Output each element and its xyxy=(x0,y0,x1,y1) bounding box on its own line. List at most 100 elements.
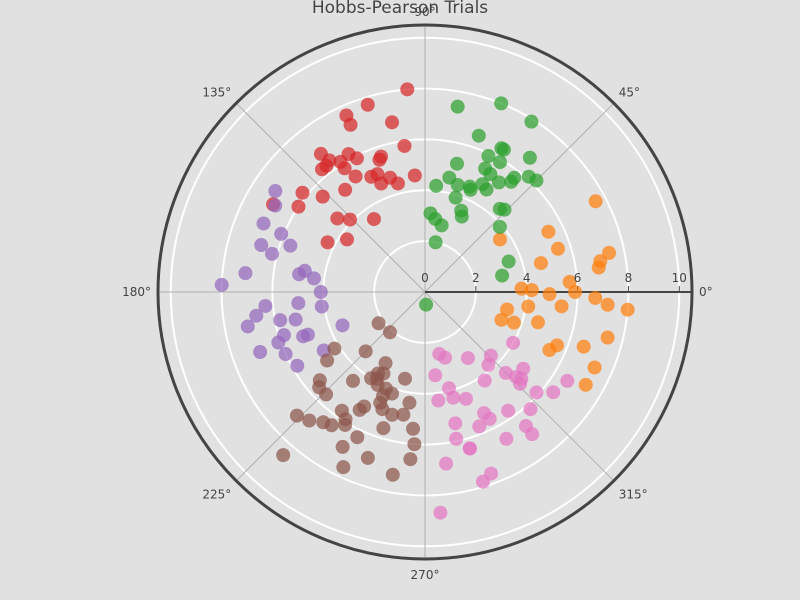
data-point xyxy=(313,146,328,161)
data-point xyxy=(291,199,306,214)
data-point xyxy=(385,467,400,482)
angular-grid-line xyxy=(235,102,426,293)
data-point xyxy=(376,366,391,381)
radial-tick-label: 10 xyxy=(672,271,687,285)
data-point xyxy=(497,202,512,217)
data-point xyxy=(471,128,486,143)
data-point xyxy=(542,287,557,302)
data-point xyxy=(463,182,478,197)
data-point xyxy=(433,505,448,520)
data-point xyxy=(448,190,463,205)
data-point xyxy=(588,194,603,209)
data-point xyxy=(320,235,335,250)
data-point xyxy=(375,402,390,417)
data-point xyxy=(338,412,353,427)
data-point xyxy=(249,308,264,323)
data-point xyxy=(315,189,330,204)
data-point xyxy=(366,212,381,227)
data-point xyxy=(483,167,498,182)
data-point xyxy=(454,203,469,218)
data-point xyxy=(406,421,421,436)
data-point xyxy=(431,393,446,408)
data-point xyxy=(448,416,463,431)
data-point xyxy=(407,168,422,183)
data-point xyxy=(403,452,418,467)
data-point xyxy=(620,302,635,317)
data-point xyxy=(522,150,537,165)
data-point xyxy=(519,419,534,434)
data-point xyxy=(339,108,354,123)
data-point xyxy=(495,268,510,283)
angular-tick-label: 45° xyxy=(619,85,640,99)
data-point xyxy=(587,360,602,375)
angular-tick-label: 135° xyxy=(202,85,231,99)
data-point xyxy=(509,369,524,384)
data-point xyxy=(360,97,375,112)
data-points xyxy=(214,82,635,520)
angular-tick-label: 225° xyxy=(202,488,231,502)
data-point xyxy=(428,235,443,250)
data-point xyxy=(523,402,538,417)
data-point xyxy=(276,448,291,463)
data-point xyxy=(560,373,575,388)
data-point xyxy=(385,115,400,130)
data-point xyxy=(268,198,283,213)
data-point xyxy=(335,318,350,333)
data-point xyxy=(313,285,328,299)
data-point xyxy=(358,344,373,359)
data-point xyxy=(484,466,499,481)
data-point xyxy=(278,347,293,362)
data-point xyxy=(320,353,335,368)
angular-tick-label: 270° xyxy=(411,568,440,582)
data-point xyxy=(499,431,514,446)
angular-grid-line xyxy=(424,102,615,293)
angular-tick-label: 315° xyxy=(619,488,648,502)
data-point xyxy=(602,245,617,260)
data-point xyxy=(533,256,548,271)
data-point xyxy=(376,421,391,436)
data-point xyxy=(276,328,291,343)
data-point xyxy=(397,371,412,386)
data-point xyxy=(300,327,315,342)
data-point xyxy=(432,346,447,361)
data-point xyxy=(348,169,363,184)
data-point xyxy=(302,413,317,428)
data-point xyxy=(576,339,591,354)
data-point xyxy=(541,224,556,239)
data-point xyxy=(268,184,283,199)
data-point xyxy=(429,178,444,193)
data-point xyxy=(339,232,354,247)
data-point xyxy=(434,218,449,233)
data-point xyxy=(500,302,515,317)
radial-tick-label: 0 xyxy=(421,271,429,285)
data-point xyxy=(459,391,474,406)
data-point xyxy=(546,385,561,400)
data-point xyxy=(475,177,490,192)
data-point xyxy=(462,441,477,456)
data-point xyxy=(514,281,529,296)
data-point xyxy=(289,408,304,423)
data-point xyxy=(407,437,422,452)
data-point xyxy=(312,380,327,395)
data-point xyxy=(492,219,507,234)
data-point xyxy=(291,296,306,311)
data-point xyxy=(446,390,461,405)
data-point xyxy=(482,411,497,426)
data-point xyxy=(336,460,351,475)
data-point xyxy=(397,138,412,153)
data-point xyxy=(390,176,405,191)
data-point xyxy=(507,170,522,185)
data-point xyxy=(370,167,385,182)
data-point xyxy=(396,407,411,422)
data-point xyxy=(288,312,303,327)
data-point xyxy=(600,297,615,312)
data-point xyxy=(265,246,280,261)
data-point xyxy=(521,299,536,314)
data-point xyxy=(450,178,465,193)
data-point xyxy=(501,254,516,269)
data-point xyxy=(400,82,415,97)
data-point xyxy=(449,156,464,171)
data-point xyxy=(254,238,269,253)
angular-tick-label: 0° xyxy=(699,285,713,299)
